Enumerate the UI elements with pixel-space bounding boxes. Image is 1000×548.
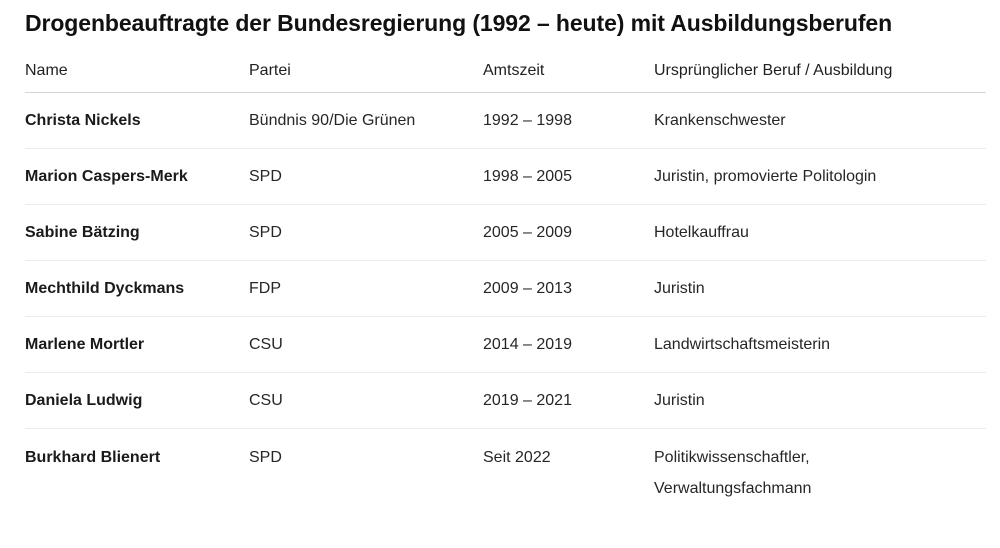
cell-party: SPD bbox=[249, 148, 483, 205]
cell-profession: Juristin bbox=[654, 260, 986, 317]
table-row: Burkhard Blienert SPD Seit 2022 Politikw… bbox=[25, 429, 986, 505]
cell-party: FDP bbox=[249, 260, 483, 317]
cell-name: Marlene Mortler bbox=[25, 316, 249, 373]
cell-profession: Politikwissenschaftler, Verwaltungsfachma… bbox=[654, 429, 986, 505]
cell-profession: Krankenschwester bbox=[654, 92, 986, 149]
table-header-row: Name Partei Amtszeit Ursprünglicher Beru… bbox=[25, 50, 986, 93]
cell-name: Sabine Bätzing bbox=[25, 204, 249, 261]
table-row: Marlene Mortler CSU 2014 – 2019 Landwirt… bbox=[25, 316, 986, 373]
table-row: Daniela Ludwig CSU 2019 – 2021 Juristin bbox=[25, 372, 986, 429]
profession-line: Verwaltungsfachmann bbox=[654, 480, 812, 497]
cell-term: 1992 – 1998 bbox=[483, 92, 654, 149]
cell-term: 1998 – 2005 bbox=[483, 148, 654, 205]
cell-profession: Juristin, promovierte Politologin bbox=[654, 148, 986, 205]
cell-term: 2019 – 2021 bbox=[483, 372, 654, 429]
cell-party: CSU bbox=[249, 316, 483, 373]
cell-name: Daniela Ludwig bbox=[25, 372, 249, 429]
profession-line: Politikwissenschaftler, bbox=[654, 449, 810, 466]
cell-term: 2005 – 2009 bbox=[483, 204, 654, 261]
cell-party: SPD bbox=[249, 204, 483, 261]
column-header-profession: Ursprünglicher Beruf / Ausbildung bbox=[654, 50, 986, 93]
officials-table: Name Partei Amtszeit Ursprünglicher Beru… bbox=[25, 50, 986, 504]
table-row: Mechthild Dyckmans FDP 2009 – 2013 Juris… bbox=[25, 260, 986, 317]
page-title: Drogenbeauftragte der Bundesregierung (1… bbox=[25, 10, 893, 36]
cell-name: Burkhard Blienert bbox=[25, 449, 161, 466]
cell-name: Marion Caspers-Merk bbox=[25, 148, 249, 205]
cell-name: Mechthild Dyckmans bbox=[25, 260, 249, 317]
table-row: Sabine Bätzing SPD 2005 – 2009 Hotelkauf… bbox=[25, 204, 986, 261]
column-header-name: Name bbox=[25, 50, 249, 93]
cell-term: 2009 – 2013 bbox=[483, 260, 654, 317]
column-header-party: Partei bbox=[249, 50, 483, 93]
cell-term: Seit 2022 bbox=[483, 449, 551, 466]
table-row: Christa Nickels Bündnis 90/Die Grünen 19… bbox=[25, 92, 986, 149]
cell-party: CSU bbox=[249, 372, 483, 429]
column-header-term: Amtszeit bbox=[483, 50, 654, 93]
cell-profession: Hotelkauffrau bbox=[654, 204, 986, 261]
cell-profession: Juristin bbox=[654, 372, 986, 429]
table-row: Marion Caspers-Merk SPD 1998 – 2005 Juri… bbox=[25, 148, 986, 205]
cell-term: 2014 – 2019 bbox=[483, 316, 654, 373]
cell-party: SPD bbox=[249, 449, 282, 466]
cell-name: Christa Nickels bbox=[25, 92, 249, 149]
cell-profession: Landwirtschaftsmeisterin bbox=[654, 316, 986, 373]
cell-party: Bündnis 90/Die Grünen bbox=[249, 92, 483, 149]
